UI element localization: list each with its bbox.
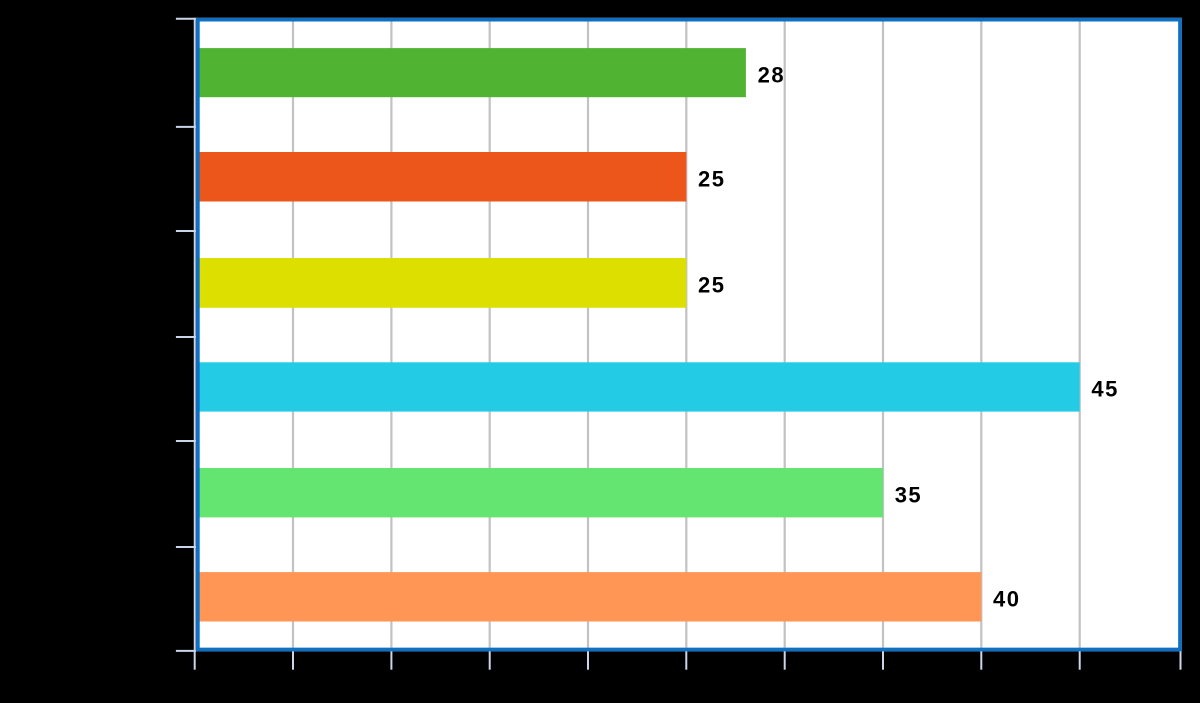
svg-text:35: 35 xyxy=(895,482,922,507)
svg-text:25: 25 xyxy=(698,273,725,298)
svg-text:40: 40 xyxy=(993,586,1020,611)
svg-text:28: 28 xyxy=(758,62,785,87)
svg-text:25: 25 xyxy=(698,166,725,191)
svg-text:45: 45 xyxy=(1091,377,1118,402)
